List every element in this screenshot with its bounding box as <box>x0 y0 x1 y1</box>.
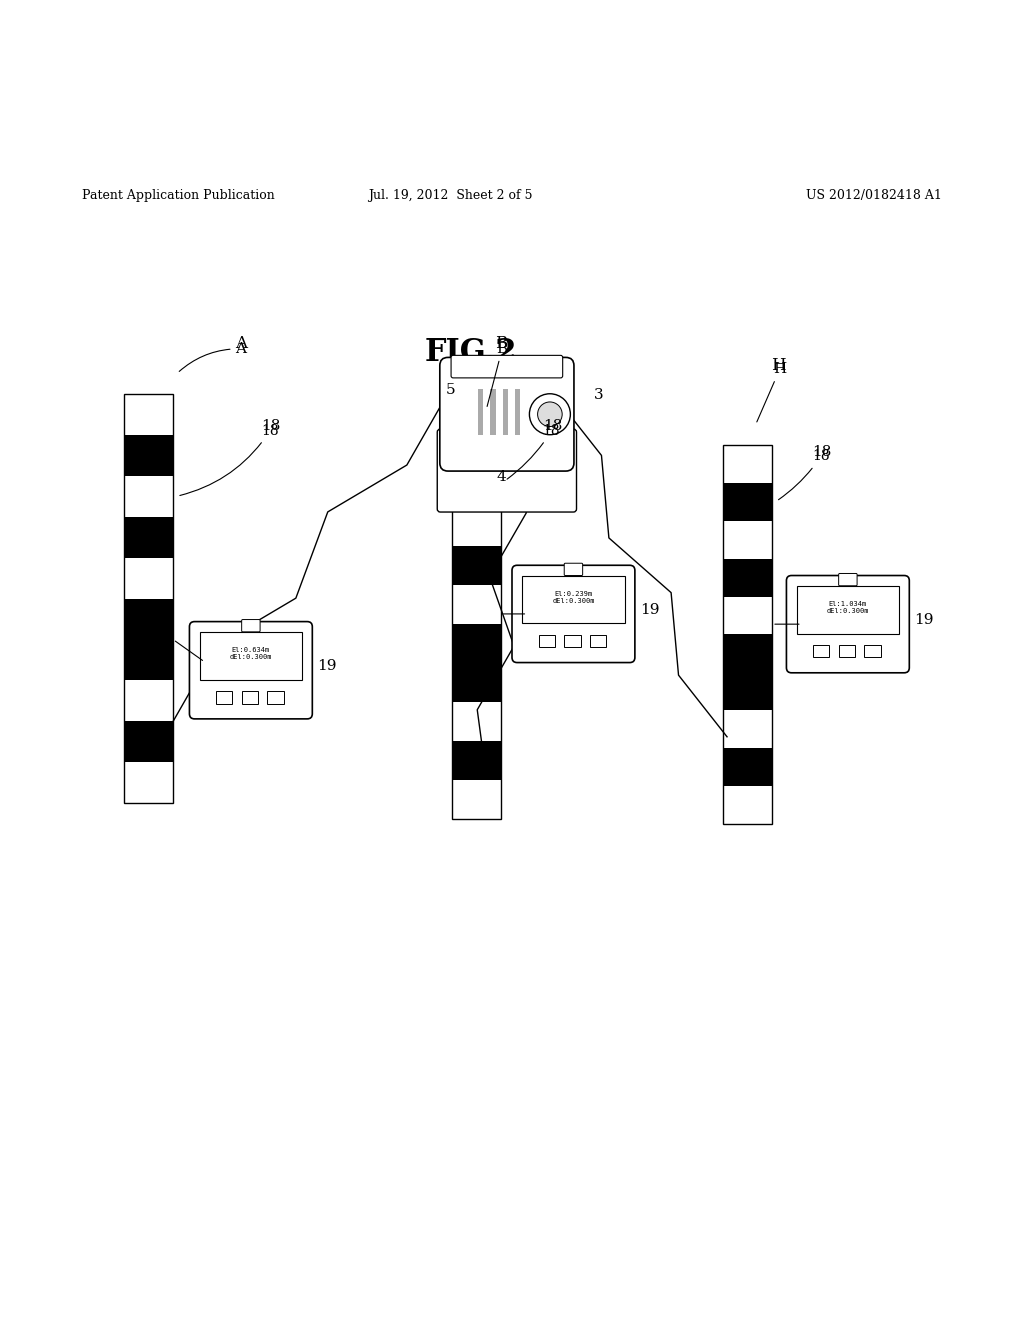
Text: 18: 18 <box>180 424 279 495</box>
Bar <box>797 586 899 634</box>
Bar <box>124 722 173 763</box>
FancyBboxPatch shape <box>451 355 563 378</box>
Bar <box>124 639 173 681</box>
Text: H: H <box>757 362 786 422</box>
FancyBboxPatch shape <box>564 564 583 576</box>
Text: El:1.034m
dEl:0.300m: El:1.034m dEl:0.300m <box>826 601 869 614</box>
Bar <box>723 672 772 710</box>
Bar <box>839 645 855 657</box>
Bar <box>242 692 258 704</box>
Text: 3: 3 <box>594 388 603 401</box>
Text: 4: 4 <box>497 470 507 484</box>
Bar <box>723 483 772 520</box>
Bar <box>813 645 829 657</box>
Bar <box>590 635 606 647</box>
Text: 18: 18 <box>261 418 281 433</box>
Bar <box>723 558 772 597</box>
Circle shape <box>538 403 562 426</box>
Text: 18: 18 <box>507 424 560 479</box>
FancyBboxPatch shape <box>839 573 857 586</box>
Bar <box>539 635 555 647</box>
Text: US 2012/0182418 A1: US 2012/0182418 A1 <box>806 189 942 202</box>
FancyBboxPatch shape <box>786 576 909 673</box>
Bar <box>522 576 625 623</box>
FancyBboxPatch shape <box>723 445 772 824</box>
FancyBboxPatch shape <box>437 429 577 512</box>
Text: B: B <box>487 342 508 407</box>
FancyBboxPatch shape <box>512 565 635 663</box>
Bar <box>267 692 284 704</box>
Bar <box>124 516 173 557</box>
FancyBboxPatch shape <box>242 619 260 632</box>
FancyBboxPatch shape <box>440 358 573 471</box>
Bar <box>503 388 508 434</box>
Bar <box>723 748 772 785</box>
FancyBboxPatch shape <box>189 622 312 719</box>
Text: 19: 19 <box>317 659 337 673</box>
Bar <box>200 632 302 680</box>
Bar <box>515 388 520 434</box>
Text: 18: 18 <box>778 449 829 500</box>
Text: El:0.239m
dEl:0.300m: El:0.239m dEl:0.300m <box>552 591 595 605</box>
FancyBboxPatch shape <box>124 393 173 804</box>
FancyBboxPatch shape <box>452 429 501 818</box>
Bar <box>452 469 501 507</box>
Bar <box>864 645 881 657</box>
Bar <box>723 635 772 672</box>
Text: 18: 18 <box>543 418 562 433</box>
Bar <box>478 388 483 434</box>
Text: 5: 5 <box>445 383 455 397</box>
Text: A: A <box>236 335 248 351</box>
Text: Patent Application Publication: Patent Application Publication <box>82 189 274 202</box>
Bar <box>452 546 501 585</box>
Text: FIG.2: FIG.2 <box>425 338 517 368</box>
Bar <box>124 598 173 639</box>
Text: 19: 19 <box>914 614 934 627</box>
Text: A: A <box>179 342 247 371</box>
Bar <box>564 635 581 647</box>
Text: Jul. 19, 2012  Sheet 2 of 5: Jul. 19, 2012 Sheet 2 of 5 <box>369 189 532 202</box>
Bar <box>452 624 501 663</box>
Bar <box>452 663 501 702</box>
Text: El:0.634m
dEl:0.300m: El:0.634m dEl:0.300m <box>229 647 272 660</box>
Bar <box>452 741 501 780</box>
Bar <box>490 388 496 434</box>
Text: 18: 18 <box>812 445 831 459</box>
Circle shape <box>529 393 570 434</box>
Bar <box>216 692 232 704</box>
Text: 19: 19 <box>640 603 659 616</box>
Text: B: B <box>495 335 507 351</box>
Bar <box>124 434 173 475</box>
Text: H: H <box>771 358 785 374</box>
